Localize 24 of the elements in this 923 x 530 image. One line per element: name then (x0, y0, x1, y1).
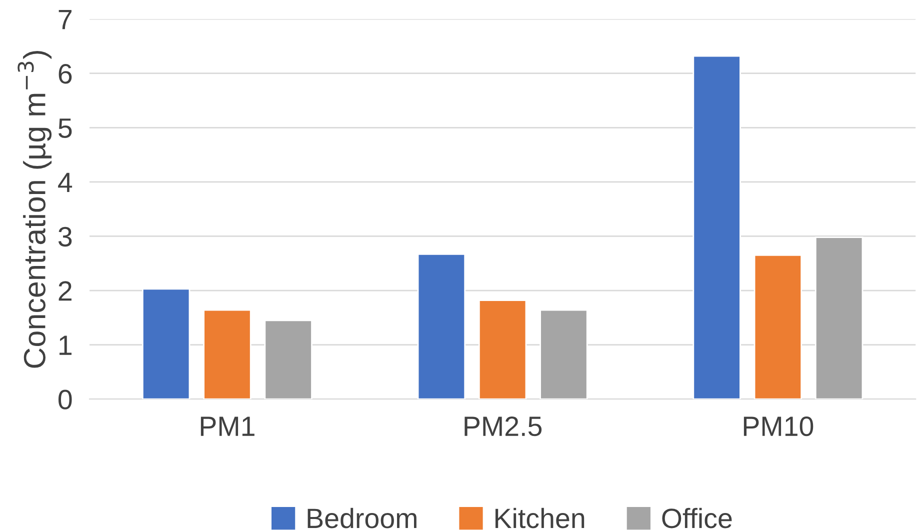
bar (417, 253, 466, 400)
bar (692, 55, 741, 400)
y-tick-label: 1 (60, 336, 72, 355)
y-tick-label: 7 (58, 10, 72, 30)
y-tick-label: 0 (58, 390, 72, 410)
y-tick-label: 5 (58, 118, 72, 138)
x-tick-label: PM1 (200, 416, 254, 436)
y-tick-label: 3 (58, 226, 72, 247)
y-tick-label: 4 (58, 172, 72, 192)
y-axis-title: Concentration (µg m$^{−3}$) (18, 50, 52, 368)
bar (203, 309, 252, 400)
bar (142, 288, 190, 400)
legend-label: Bedroom (308, 508, 416, 528)
x-tick-label: PM2.5 (464, 416, 542, 436)
legend-label: Office (662, 508, 732, 528)
y-tick-label: 6 (58, 64, 72, 84)
bar (540, 309, 588, 400)
y-tick-label: 2 (58, 281, 72, 301)
legend-label: Kitchen (496, 508, 584, 528)
x-tick-label: PM10 (744, 416, 814, 436)
bar (814, 236, 864, 400)
bar (754, 254, 802, 400)
bar (264, 320, 312, 400)
bar (478, 300, 527, 400)
